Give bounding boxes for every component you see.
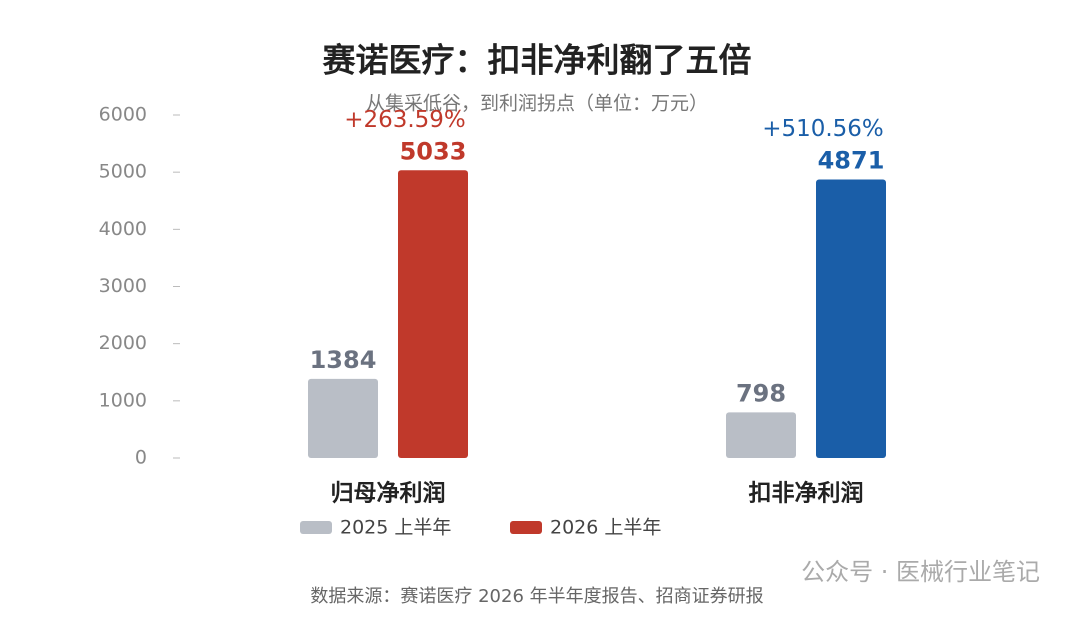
value-label: 5033: [400, 137, 467, 165]
y-tick-label: 5000: [99, 161, 147, 183]
y-tick-label: 4000: [99, 218, 147, 240]
growth-label: +510.56%: [762, 116, 884, 142]
value-label: 4871: [818, 147, 885, 175]
legend-swatch: [510, 521, 542, 534]
y-tick-label: 0: [135, 447, 147, 469]
y-tick-label: 1000: [99, 389, 147, 411]
value-label: 1384: [310, 346, 377, 374]
value-label: 798: [736, 379, 786, 407]
y-tick-label: 3000: [99, 275, 147, 297]
y-tick-label: 2000: [99, 332, 147, 354]
chart-title: 赛诺医疗：扣非净利翻了五倍: [323, 41, 752, 80]
x-tick-label: 归母净利润: [331, 480, 446, 507]
bar: [726, 412, 796, 458]
bar: [398, 170, 468, 459]
chart-subtitle: 从集采低谷，到利润拐点（单位：万元）: [366, 93, 708, 115]
x-tick-label: 扣非净利润: [749, 480, 864, 507]
legend-label: 2025 上半年: [340, 517, 451, 539]
watermark: 公众号 · 医械行业笔记: [801, 558, 1040, 586]
legend-label: 2026 上半年: [550, 517, 661, 539]
y-tick-label: 6000: [99, 104, 147, 126]
bar: [816, 179, 886, 458]
source-note: 数据来源：赛诺医疗 2026 年半年度报告、招商证券研报: [310, 586, 763, 607]
legend-swatch: [300, 521, 332, 534]
growth-label: +263.59%: [344, 107, 466, 133]
bar: [308, 378, 378, 458]
